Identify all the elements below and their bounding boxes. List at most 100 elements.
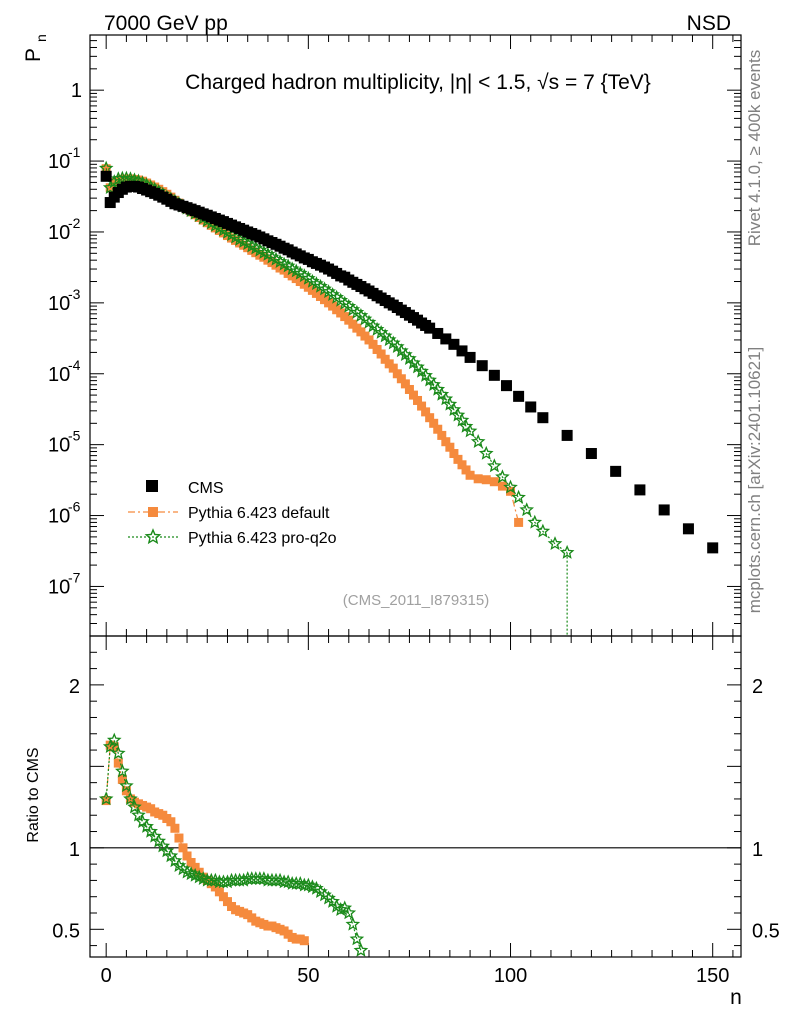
main-y-tick-label: 10 — [48, 435, 70, 457]
ratio-default-point — [182, 851, 192, 861]
ratio-x-tick-label: 100 — [494, 965, 527, 987]
ratio-proq2o-point — [110, 745, 126, 760]
main-axis-ticks — [90, 34, 741, 637]
series-cms-point — [100, 170, 112, 182]
ratio-default-point — [117, 774, 127, 784]
series-proq2o-point — [478, 445, 494, 460]
series-default-point — [453, 454, 463, 464]
ratio-proq2o-point — [106, 732, 122, 747]
series-default-point — [376, 349, 386, 359]
ratio-proq2o-point — [102, 739, 118, 754]
series-proq2o-point — [503, 479, 518, 494]
series-proq2o-point — [527, 514, 543, 529]
series-proq2o-point — [535, 523, 551, 538]
series-cms-point — [513, 390, 525, 402]
ratio-y-tick-label: 0.5 — [52, 920, 80, 942]
main-y-tick-label-exp: -4 — [68, 357, 81, 373]
main-y-tick-label: 10 — [48, 364, 70, 386]
ratio-proq2o-point — [345, 916, 361, 931]
series-proq2o-point — [470, 434, 486, 448]
ratio-y-tick-label-right: 1 — [752, 839, 763, 861]
ratio-proq2o-point — [292, 875, 308, 890]
header-left-label: 7000 GeV pp — [104, 12, 228, 35]
series-default-point — [392, 369, 402, 379]
ratio-proq2o-point — [305, 879, 320, 894]
ratio-panel-frame — [89, 635, 742, 958]
ratio-proq2o-point — [252, 871, 268, 886]
series-default-point — [400, 379, 410, 389]
main-series-layer — [98, 160, 719, 636]
legend-proq2o-label: Pythia 6.423 pro-q2o — [188, 530, 337, 547]
series-cms-point — [464, 351, 476, 363]
series-default-point — [417, 401, 427, 411]
ratio-proq2o-point — [195, 871, 211, 886]
series-default-point — [421, 407, 431, 417]
ratio-default-line — [105, 744, 305, 942]
ratio-default-point — [299, 936, 309, 946]
series-default-point — [506, 486, 516, 496]
legend-proq2o-marker — [144, 528, 162, 545]
main-y-tick-label-exp: -1 — [68, 144, 81, 160]
ratio-x-tick-label: 50 — [297, 965, 319, 987]
legend-default-label: Pythia 6.423 default — [188, 505, 330, 522]
ratio-proq2o-point — [256, 871, 272, 886]
series-cms-point — [500, 380, 512, 392]
series-default-point — [433, 424, 443, 434]
series-default-point — [441, 437, 451, 447]
series-cms-point — [476, 360, 488, 372]
ratio-y-tick-label-right: 2 — [752, 676, 763, 698]
ratio-default-point — [170, 823, 180, 833]
series-cms-point — [537, 412, 549, 424]
series-default-point — [473, 474, 483, 484]
series-cms-point — [610, 465, 622, 477]
mcplots-label: mcplots.cern.ch [arXiv:2401.10621] — [745, 347, 764, 613]
rivet-version-label: Rivet 4.1.0, ≥ 400k events — [745, 50, 764, 246]
series-default-point — [437, 430, 447, 440]
series-proq2o-point — [559, 544, 575, 559]
ratio-proq2o-point — [115, 763, 130, 778]
series-default-point — [481, 475, 491, 485]
ratio-proq2o-point — [268, 872, 284, 887]
main-chart-title: Charged hadron multiplicity, |η| < 1.5, … — [185, 71, 651, 94]
ratio-proq2o-point — [280, 874, 296, 889]
series-proq2o-point — [547, 536, 563, 550]
ratio-proq2o-point — [276, 874, 292, 889]
ratio-y-axis-label: Ratio to CMS — [25, 747, 42, 842]
ratio-default-point — [218, 892, 228, 902]
series-cms-point — [424, 322, 436, 334]
ratio-y-tick-label: 1 — [69, 839, 80, 861]
series-proq2o-point — [487, 458, 502, 473]
ratio-y-tick-label: 2 — [69, 676, 80, 698]
series-proq2o-point — [442, 396, 458, 411]
header-right-label: NSD — [687, 12, 731, 35]
ratio-default-point — [178, 843, 188, 853]
ratio-x-tick-labels: 0 50 100 150 — [101, 965, 730, 987]
legend: CMS Pythia 6.423 default Pythia 6.423 pr… — [128, 480, 337, 547]
ratio-proq2o-point — [301, 877, 316, 892]
series-cms-point — [634, 484, 646, 496]
main-y-tick-labels: 110-110-210-310-410-510-610-7 — [48, 80, 82, 598]
ratio-proq2o-point — [353, 942, 369, 957]
series-default-point — [514, 517, 524, 527]
ratio-proq2o-point — [187, 867, 203, 882]
series-cms-point — [658, 504, 670, 516]
series-default-point — [388, 363, 398, 373]
x-axis-label: n — [730, 986, 742, 1009]
analysis-watermark: (CMS_2011_I879315) — [343, 592, 489, 609]
main-y-tick-label: 10 — [48, 293, 70, 315]
ratio-proq2o-point — [183, 866, 199, 881]
ratio-default-point — [166, 817, 176, 827]
series-cms-point — [440, 333, 452, 345]
series-proq2o-point — [462, 423, 478, 438]
legend-cms-marker — [146, 480, 158, 492]
ratio-proq2o-point — [119, 778, 134, 793]
ratio-proq2o-point — [272, 872, 288, 887]
series-proq2o-point — [495, 469, 510, 484]
ratio-axis-ticks — [90, 636, 741, 957]
ratio-proq2o-point — [288, 875, 304, 890]
ratio-proq2o-point — [191, 869, 207, 884]
ratio-proq2o-point — [127, 799, 142, 814]
main-y-tick-label-exp: -2 — [68, 215, 81, 231]
main-y-tick-label-exp: -7 — [68, 569, 81, 585]
